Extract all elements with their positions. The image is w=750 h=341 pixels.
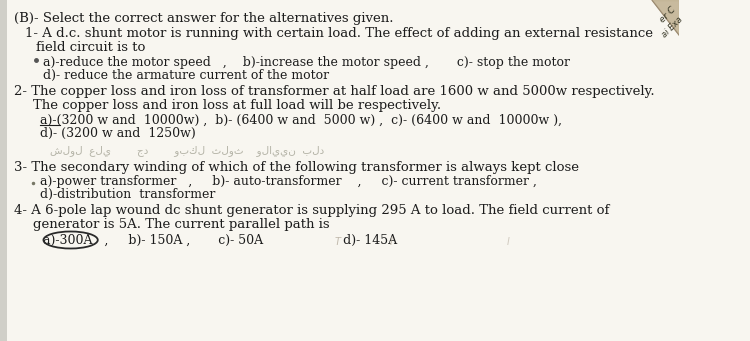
Text: ai Exa: ai Exa	[661, 15, 685, 40]
Text: 2- The copper loss and iron loss of transformer at half load are 1600 w and 5000: 2- The copper loss and iron loss of tran…	[13, 85, 654, 98]
Text: I: I	[507, 237, 510, 247]
Text: 1- A d.c. shunt motor is running with certain load. The effect of adding an exte: 1- A d.c. shunt motor is running with ce…	[26, 27, 653, 40]
Text: a)-reduce the motor speed   ,    b)-increase the motor speed ,       c)- stop th: a)-reduce the motor speed , b)-increase …	[44, 56, 571, 69]
Text: er C: er C	[658, 5, 677, 24]
Text: field circuit is to: field circuit is to	[36, 41, 146, 54]
Text: d)- (3200 w and  1250w): d)- (3200 w and 1250w)	[40, 127, 196, 140]
Text: a)-300A   ,     b)- 150A ,       c)- 50A                    d)- 145A: a)-300A , b)- 150A , c)- 50A d)- 145A	[44, 234, 398, 247]
Text: d)- reduce the armature current of the motor: d)- reduce the armature current of the m…	[44, 69, 329, 82]
Text: generator is 5A. The current parallel path is: generator is 5A. The current parallel pa…	[32, 218, 329, 231]
Bar	[0, 0, 8, 341]
Text: 4- A 6-pole lap wound dc shunt generator is supplying 295 A to load. The field c: 4- A 6-pole lap wound dc shunt generator…	[13, 204, 609, 217]
Text: a)-(3200 w and  10000w) ,  b)- (6400 w and  5000 w) ,  c)- (6400 w and  10000w ): a)-(3200 w and 10000w) , b)- (6400 w and…	[40, 114, 562, 127]
Text: The copper loss and iron loss at full load will be respectively.: The copper loss and iron loss at full lo…	[32, 99, 441, 112]
Text: a)-power transformer   ,     b)- auto-transformer    ,     c)- current transform: a)-power transformer , b)- auto-transfor…	[40, 175, 537, 188]
Text: 3- The secondary winding of which of the following transformer is always kept cl: 3- The secondary winding of which of the…	[13, 161, 578, 174]
Text: شلول  علي        جد        وبكل  ثلوث    ولايين  بلد: شلول علي جد وبكل ثلوث ولايين بلد	[50, 145, 324, 156]
Text: d)-distribution  transformer: d)-distribution transformer	[40, 188, 215, 201]
Text: T: T	[335, 237, 341, 247]
Polygon shape	[652, 0, 679, 35]
Text: (B)- Select the correct answer for the alternatives given.: (B)- Select the correct answer for the a…	[13, 12, 393, 25]
Text: I: I	[389, 237, 392, 247]
